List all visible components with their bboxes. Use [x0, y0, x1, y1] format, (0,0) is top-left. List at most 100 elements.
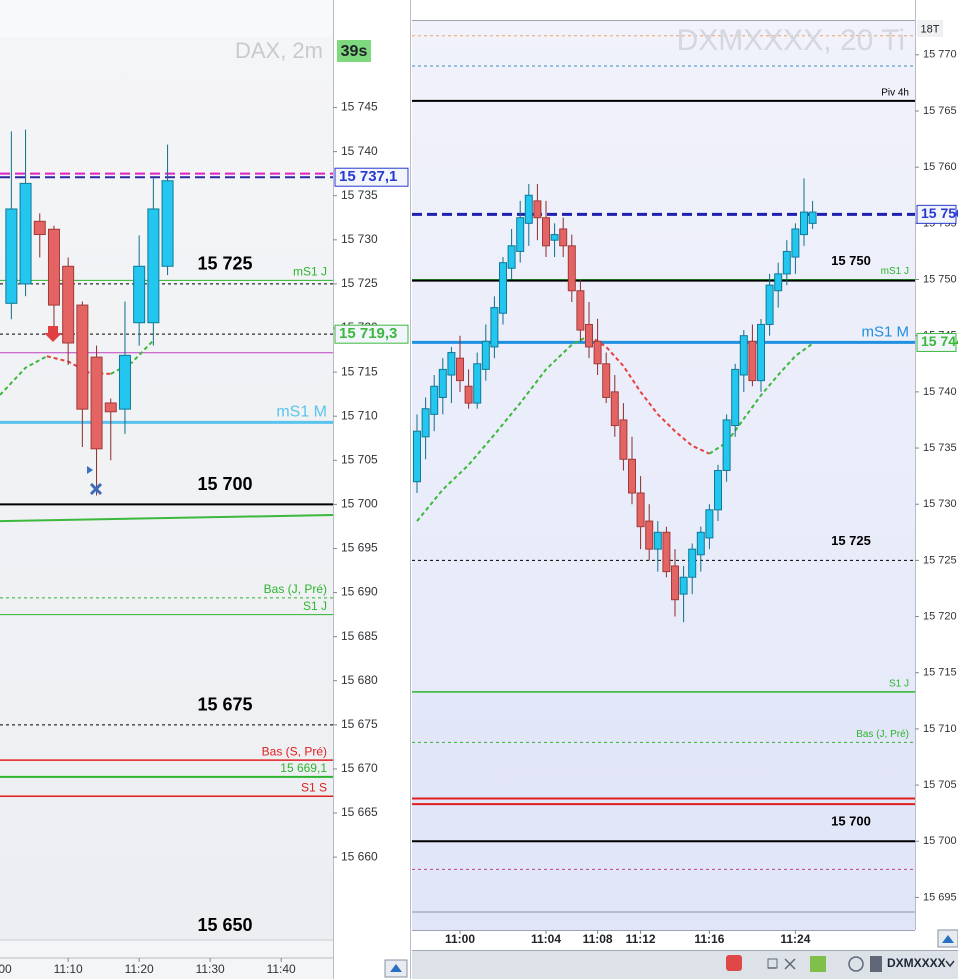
- y-tick-label: 15 750: [923, 273, 957, 285]
- scroll-left-icon[interactable]: [390, 964, 402, 972]
- y-tick-label: 15 735: [923, 442, 957, 454]
- y-tick-label: 15 725: [923, 554, 957, 566]
- candle-body: [679, 576, 688, 595]
- close-button[interactable]: [784, 958, 796, 970]
- timer-text: 18T: [921, 23, 940, 35]
- candle-body: [791, 228, 800, 258]
- dropdown-arrow[interactable]: [945, 960, 955, 968]
- candle-body: [808, 211, 817, 224]
- candle-body: [628, 458, 636, 494]
- y-tick-label: 15 690: [341, 585, 378, 599]
- level-label: S1 J: [303, 599, 327, 613]
- y-tick-label: 15 715: [341, 364, 378, 378]
- candle-body: [722, 419, 731, 472]
- chart-type-icon[interactable]: [810, 956, 826, 972]
- alert-icon[interactable]: [726, 955, 742, 971]
- level-label: 15 750: [831, 253, 871, 268]
- y-tick-label: 15 685: [341, 629, 378, 643]
- maximize-button[interactable]: [767, 958, 778, 969]
- y-tick-label: 15 710: [923, 723, 957, 735]
- x-tick-label: 11:10: [54, 962, 83, 976]
- y-tick-label: 15 680: [341, 673, 378, 687]
- moving-average: [708, 342, 814, 455]
- candle-body: [757, 323, 765, 382]
- candle-body: [567, 245, 576, 292]
- candle-body: [90, 356, 103, 450]
- price-tag-box: [334, 167, 409, 187]
- candle-body: [533, 200, 542, 219]
- candle-body: [19, 182, 32, 285]
- candle-body: [499, 262, 507, 314]
- candle-body: [636, 492, 645, 528]
- moving-average: [0, 514, 333, 523]
- timer-text: 39s: [341, 43, 368, 60]
- candle-body: [481, 340, 490, 370]
- right-plot: Piv 4h mS1 J 15 750 mS1 M 15 725 S1 J Bas (J, …: [412, 35, 915, 913]
- candle-body: [576, 290, 585, 331]
- moving-average: [416, 334, 590, 522]
- instrument-name[interactable]: DXMXXXX: [887, 956, 946, 970]
- y-tick-label: 15 705: [341, 452, 378, 466]
- triangle-marker: [87, 466, 93, 474]
- candle-body: [438, 368, 447, 398]
- x-tick-label: 11:30: [196, 962, 225, 976]
- level-label: mS1 J: [881, 266, 909, 277]
- level-label: 15 675: [197, 695, 252, 715]
- left-markers: [44, 326, 103, 496]
- x-tick-label: 11:40: [267, 962, 296, 976]
- moving-average: [588, 334, 710, 455]
- candle-body: [714, 470, 722, 511]
- status-bar: [412, 950, 958, 979]
- level-label: Piv 4h: [881, 88, 909, 99]
- x-tick-label: 11:16: [694, 932, 724, 946]
- candle-body: [645, 520, 654, 550]
- y-tick-label: 15 695: [923, 891, 957, 903]
- cross-marker: [89, 482, 103, 496]
- candle-body: [593, 340, 602, 365]
- y-tick-label: 15 705: [923, 779, 957, 791]
- candle-body: [447, 352, 456, 376]
- x-tick-label: 11:20: [125, 962, 154, 976]
- candle-body: [800, 211, 808, 236]
- left-plot: mS1 J 15 725 mS1 M 15 700 Bas (J, Pré) S1 J 15…: [0, 129, 333, 935]
- candle-body: [610, 391, 619, 427]
- price-tag: 15 756: [921, 205, 958, 221]
- candle-body: [748, 340, 757, 382]
- x-axis: 11:00 11:10 11:20 11:30 11:40: [0, 958, 296, 976]
- level-label: mS1 M: [861, 323, 909, 340]
- level-label: 15 669,1: [280, 761, 327, 775]
- scroll-right-icon[interactable]: [942, 935, 954, 943]
- y-tick-label: 15 710: [341, 408, 378, 422]
- candle-body: [118, 354, 131, 410]
- y-tick-label: 15 730: [341, 232, 378, 246]
- x-tick-label: 11:00: [445, 932, 475, 946]
- y-tick-label: 15 700: [341, 497, 378, 511]
- clock-icon[interactable]: [848, 956, 864, 972]
- level-label: Bas (S, Pré): [262, 744, 327, 758]
- x-tick-label: 11:04: [531, 932, 561, 946]
- level-label: mS1 M: [276, 404, 327, 421]
- level-label: 15 700: [197, 474, 252, 494]
- candle-body: [731, 368, 740, 427]
- level-label: mS1 J: [293, 265, 327, 279]
- candle-body: [464, 385, 473, 404]
- y-tick-label: 15 660: [341, 849, 378, 863]
- candle-body: [559, 228, 568, 247]
- price-tag-box: [916, 204, 957, 224]
- tools-icon[interactable]: [870, 956, 882, 972]
- candle-body: [774, 273, 783, 292]
- left-plot-bg: [0, 37, 333, 940]
- x-tick-label: 11:08: [583, 932, 613, 946]
- window-controls[interactable]: [726, 955, 955, 972]
- price-tag: 15 744: [921, 333, 958, 349]
- y-tick-label: 15 730: [923, 498, 957, 510]
- candle-body: [507, 245, 516, 269]
- left-top-strip: [0, 0, 333, 37]
- level-label: Bas (J, Pré): [264, 582, 327, 596]
- level-label: S1 J: [889, 678, 909, 689]
- x-tick-label: 11:24: [780, 932, 810, 946]
- scroll-buttons[interactable]: [384, 929, 958, 978]
- x-tick-label: 11:12: [626, 932, 656, 946]
- level-label: 15 725: [197, 254, 252, 274]
